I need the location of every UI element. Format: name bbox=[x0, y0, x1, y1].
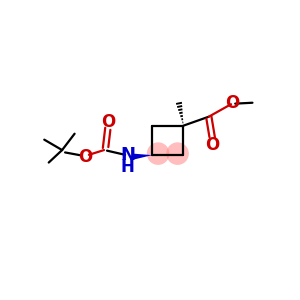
Polygon shape bbox=[133, 154, 152, 160]
Text: O: O bbox=[78, 148, 92, 166]
Text: O: O bbox=[101, 112, 115, 130]
Text: O: O bbox=[205, 136, 220, 154]
Circle shape bbox=[147, 142, 169, 165]
Circle shape bbox=[166, 142, 189, 165]
Text: H: H bbox=[121, 158, 134, 176]
Text: O: O bbox=[225, 94, 239, 112]
Text: N: N bbox=[120, 146, 135, 164]
